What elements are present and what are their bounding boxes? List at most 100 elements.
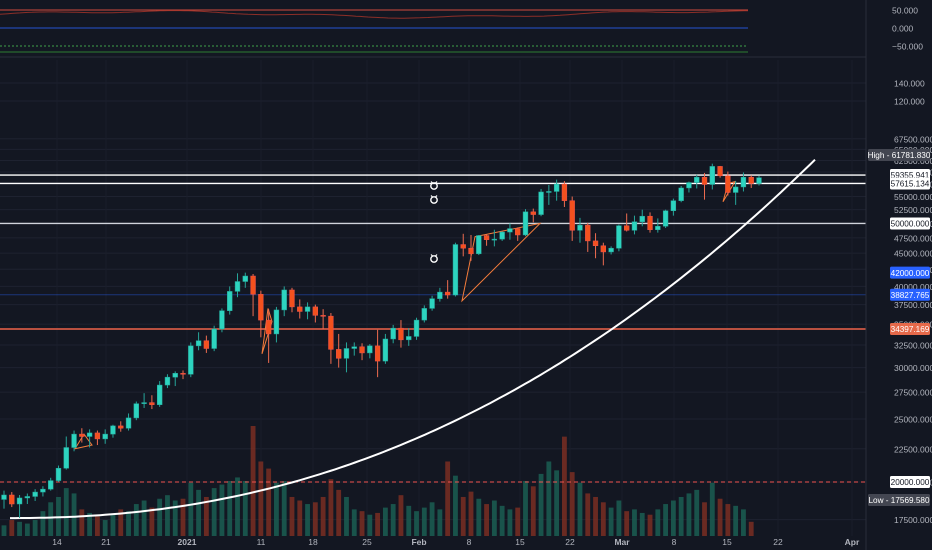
candle-body[interactable] bbox=[515, 228, 521, 236]
candle-body[interactable] bbox=[242, 275, 248, 282]
candle-body[interactable] bbox=[133, 403, 139, 419]
candle-body[interactable] bbox=[592, 240, 599, 247]
candle-body[interactable] bbox=[468, 247, 474, 255]
candle-body[interactable] bbox=[725, 175, 731, 193]
candlesticks[interactable] bbox=[1, 163, 762, 519]
candle-body[interactable] bbox=[203, 340, 210, 349]
candle-body[interactable] bbox=[639, 215, 645, 223]
candle-body[interactable] bbox=[553, 183, 560, 192]
candle-body[interactable] bbox=[9, 494, 15, 505]
candle-body[interactable] bbox=[195, 340, 202, 347]
candle-body[interactable] bbox=[678, 187, 684, 201]
candle-body[interactable] bbox=[577, 224, 583, 231]
candle-body[interactable] bbox=[507, 228, 513, 233]
candle-body[interactable] bbox=[297, 306, 303, 312]
candle-body[interactable] bbox=[452, 244, 459, 296]
candle-body[interactable] bbox=[149, 402, 155, 405]
alarm-clock-icon[interactable] bbox=[430, 195, 438, 204]
candle-body[interactable] bbox=[732, 186, 739, 193]
candle-body[interactable] bbox=[86, 432, 93, 437]
candle-body[interactable] bbox=[164, 376, 171, 386]
candle-body[interactable] bbox=[336, 349, 342, 359]
candle-body[interactable] bbox=[748, 176, 754, 184]
candle-body[interactable] bbox=[265, 319, 272, 335]
candle-body[interactable] bbox=[624, 225, 630, 231]
candle-body[interactable] bbox=[483, 235, 490, 240]
candle-body[interactable] bbox=[413, 319, 420, 337]
candle-body[interactable] bbox=[406, 336, 412, 341]
candle-body[interactable] bbox=[546, 191, 552, 193]
candle-body[interactable] bbox=[281, 289, 287, 311]
candle-body[interactable] bbox=[631, 221, 638, 231]
candle-body[interactable] bbox=[172, 373, 178, 378]
candle-body[interactable] bbox=[491, 238, 498, 241]
candle-body[interactable] bbox=[320, 315, 326, 317]
candle-body[interactable] bbox=[343, 348, 350, 359]
horizontal-lines[interactable] bbox=[0, 174, 866, 483]
candle-body[interactable] bbox=[701, 176, 708, 185]
triangle-pattern-drawing[interactable] bbox=[261, 308, 273, 354]
alerts[interactable] bbox=[430, 181, 438, 263]
candle-body[interactable] bbox=[110, 425, 116, 435]
candle-body[interactable] bbox=[312, 306, 319, 316]
candle-body[interactable] bbox=[569, 200, 575, 231]
candle-body[interactable] bbox=[662, 210, 669, 227]
candle-body[interactable] bbox=[421, 308, 427, 321]
candle-body[interactable] bbox=[258, 294, 264, 321]
candle-body[interactable] bbox=[647, 215, 653, 230]
candle-body[interactable] bbox=[1, 494, 7, 500]
candle-body[interactable] bbox=[211, 328, 217, 349]
candle-body[interactable] bbox=[374, 345, 381, 362]
candle-body[interactable] bbox=[359, 346, 365, 354]
candle-body[interactable] bbox=[24, 496, 31, 499]
candle-body[interactable] bbox=[219, 310, 225, 330]
candle-body[interactable] bbox=[40, 488, 46, 493]
candle-body[interactable] bbox=[437, 291, 443, 299]
alarm-clock-icon[interactable] bbox=[430, 254, 438, 263]
candle-body[interactable] bbox=[367, 345, 373, 354]
candle-body[interactable] bbox=[499, 231, 505, 240]
candle-body[interactable] bbox=[694, 176, 700, 183]
candle-body[interactable] bbox=[180, 373, 186, 375]
candle-body[interactable] bbox=[79, 433, 85, 437]
candle-body[interactable] bbox=[48, 480, 54, 490]
candle-body[interactable] bbox=[717, 166, 723, 177]
candle-body[interactable] bbox=[530, 211, 536, 215]
candle-body[interactable] bbox=[655, 226, 661, 230]
candle-body[interactable] bbox=[382, 338, 389, 362]
candle-body[interactable] bbox=[157, 384, 163, 405]
candle-body[interactable] bbox=[94, 432, 101, 440]
candle-body[interactable] bbox=[234, 281, 241, 292]
candle-body[interactable] bbox=[709, 166, 715, 185]
candle-body[interactable] bbox=[71, 433, 77, 448]
candle-body[interactable] bbox=[141, 402, 147, 404]
candle-body[interactable] bbox=[686, 182, 692, 189]
candle-body[interactable] bbox=[63, 447, 69, 469]
candle-body[interactable] bbox=[740, 176, 747, 188]
candle-body[interactable] bbox=[16, 497, 23, 505]
candle-body[interactable] bbox=[670, 200, 677, 212]
candle-body[interactable] bbox=[476, 235, 482, 255]
candle-body[interactable] bbox=[188, 345, 194, 375]
candle-body[interactable] bbox=[538, 191, 544, 215]
candle-body[interactable] bbox=[55, 467, 62, 481]
candle-body[interactable] bbox=[304, 306, 311, 312]
time-axis[interactable]: 14 21 2021 11 18 25 Feb 8 15 22 Mar 8 15 22 Apr bbox=[52, 537, 860, 547]
candle-body[interactable] bbox=[32, 491, 38, 497]
candle-body[interactable] bbox=[522, 211, 529, 236]
candle-body[interactable] bbox=[444, 291, 451, 296]
candle-body[interactable] bbox=[585, 224, 591, 242]
candle-body[interactable] bbox=[460, 244, 466, 249]
candle-body[interactable] bbox=[289, 289, 295, 308]
parabolic-curve-drawing[interactable] bbox=[10, 158, 816, 520]
candle-body[interactable] bbox=[250, 275, 256, 295]
candle-body[interactable] bbox=[756, 177, 762, 184]
candle-body[interactable] bbox=[125, 417, 132, 429]
candle-body[interactable] bbox=[600, 245, 606, 253]
candle-body[interactable] bbox=[118, 425, 124, 429]
triangle-pattern-drawing[interactable] bbox=[73, 433, 93, 450]
candle-body[interactable] bbox=[429, 298, 435, 309]
candle-body[interactable] bbox=[227, 291, 233, 311]
candle-body[interactable] bbox=[273, 309, 280, 335]
